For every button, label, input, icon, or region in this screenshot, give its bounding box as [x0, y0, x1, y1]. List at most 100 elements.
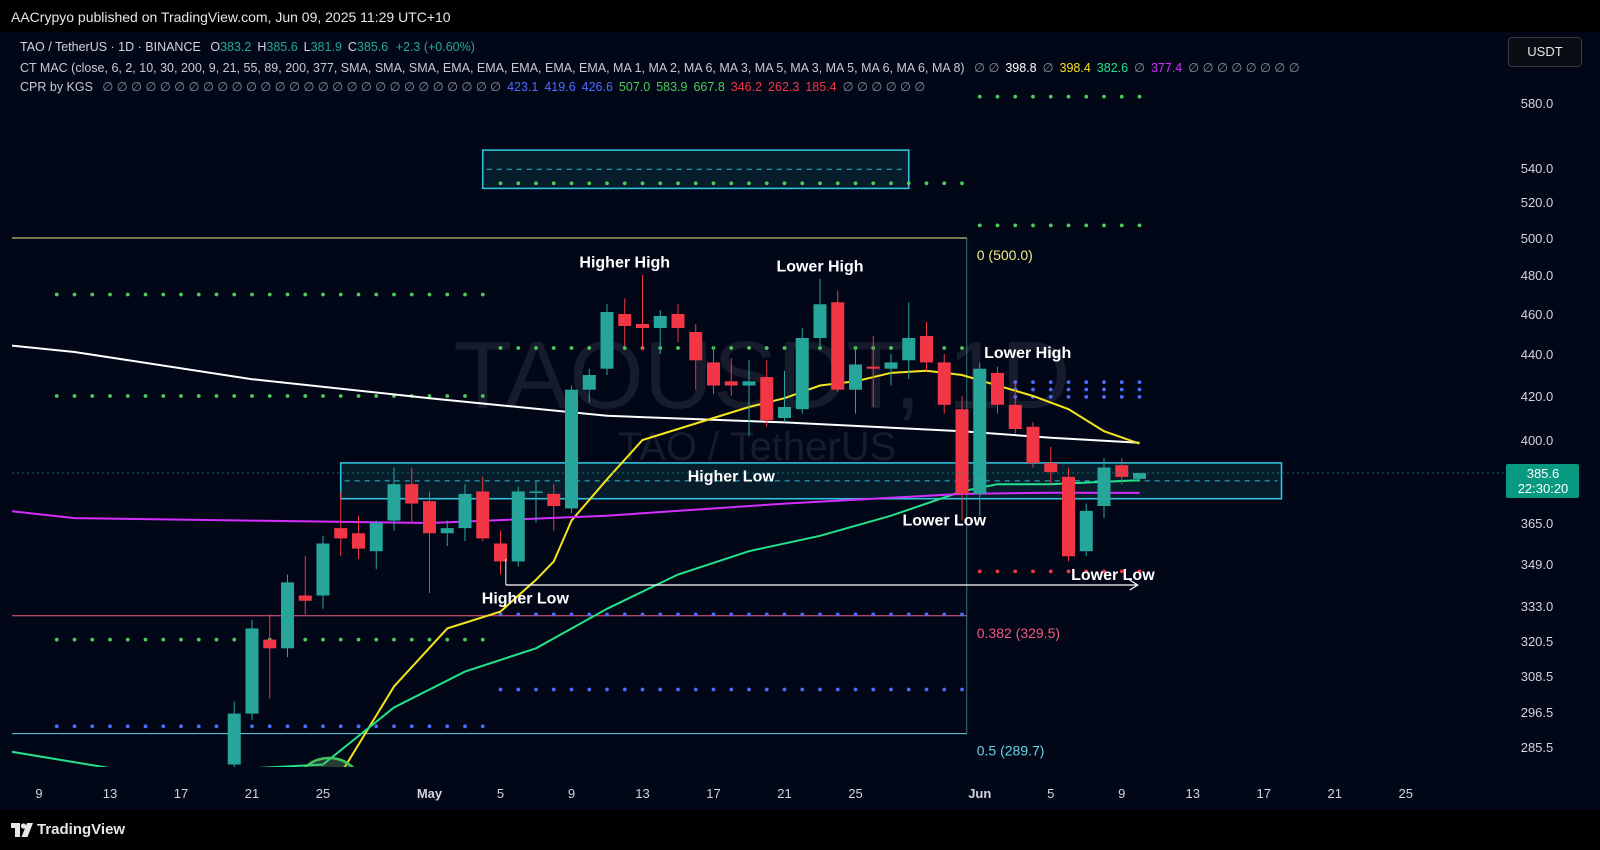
cpr-dot — [179, 292, 183, 297]
ohlc-key: H — [257, 40, 267, 54]
cpr-value: 426.6 — [581, 80, 613, 94]
y-tick-label: 460.0 — [1521, 307, 1554, 322]
x-tick-label: 13 — [1186, 786, 1200, 801]
cpr-dot — [1119, 569, 1124, 574]
cpr-dot — [1066, 569, 1071, 574]
cpr-dot — [889, 181, 893, 186]
candle-body — [263, 639, 277, 649]
cpr-dot — [818, 687, 822, 692]
x-tick-label: 25 — [1399, 786, 1413, 801]
cpr-value: 583.9 — [656, 80, 688, 94]
cpr-dot — [605, 181, 609, 186]
legend-cpr-values: ∅ ∅ ∅ ∅ ∅ ∅ ∅ ∅ ∅ ∅ ∅ ∅ ∅ ∅ ∅ ∅ ∅ ∅ ∅ ∅ … — [96, 80, 925, 94]
tradingview-brand: TradingView — [37, 821, 126, 838]
cpr-dot — [1031, 569, 1035, 574]
tradingview-icon — [11, 822, 33, 837]
cpr-dot — [764, 181, 769, 186]
cpr-dot — [1048, 394, 1053, 399]
candle-body — [689, 332, 703, 361]
cpr-dot — [587, 346, 592, 350]
candle-body — [565, 389, 578, 509]
cpr-dot — [924, 181, 929, 186]
tradingview-logo[interactable]: TradingView — [11, 821, 125, 838]
cpr-dot — [906, 687, 911, 692]
cpr-dot — [1137, 394, 1142, 399]
cpr-dot — [90, 724, 95, 729]
time-axis[interactable]: 9 13 17 21 25 May 5 9 13 17 21 25 Jun 5 9 13 17 21 25 — [35, 786, 1413, 801]
cpr-dot — [161, 292, 166, 297]
candle-body — [1079, 510, 1093, 552]
legend-cpr-row: CPR by KGS ∅ ∅ ∅ ∅ ∅ ∅ ∅ ∅ ∅ ∅ ∅ ∅ ∅ ∅ ∅… — [20, 79, 925, 94]
y-tick-label: 520.0 — [1521, 195, 1554, 210]
cpr-dot — [977, 94, 982, 99]
cpr-dot — [1048, 569, 1053, 574]
cpr-dot — [764, 612, 769, 617]
cpr-dot — [1084, 387, 1089, 392]
cpr-dot — [871, 687, 876, 692]
cpr-dot — [498, 612, 503, 617]
cpr-dot — [1102, 380, 1106, 385]
cpr-dot — [1031, 94, 1035, 99]
cpr-dot — [232, 292, 237, 297]
publisher-text: AACrypyo published on TradingView.com, J… — [11, 9, 451, 25]
candle-body — [778, 407, 791, 418]
cpr-dot — [551, 181, 556, 186]
cpr-dot — [427, 292, 432, 297]
currency-button[interactable]: USDT — [1508, 37, 1582, 67]
cpr-dot — [960, 346, 964, 350]
cpr-dot — [303, 292, 308, 297]
cpr-dot — [747, 612, 751, 617]
cpr-dot — [747, 181, 751, 186]
candle-body — [281, 582, 294, 649]
cpr-dot — [1066, 387, 1071, 392]
cpr-dot — [516, 687, 521, 692]
candle-body — [760, 377, 774, 421]
legend-symbol-row: TAO / TetherUS · 1D · BINANCE O383.2 H385… — [20, 40, 475, 54]
y-tick-label: 580.0 — [1521, 96, 1554, 111]
chart-area[interactable]: TAOUSDT, 1D TAO / TetherUS 0 (500.0) 0.38… — [0, 32, 1600, 810]
cpr-dot — [356, 394, 361, 398]
cpr-dot — [1066, 394, 1071, 399]
cpr-dot — [764, 346, 769, 350]
cpr-dot — [960, 612, 964, 617]
cpr-dot — [143, 724, 148, 729]
fib-label-0: 0 (500.0) — [977, 247, 1033, 263]
cpr-dot — [534, 687, 538, 692]
candle-body — [494, 543, 507, 562]
x-tick-label: May — [417, 786, 443, 801]
annotation-label: Lower Low — [1071, 567, 1155, 584]
cpr-dot — [321, 637, 325, 642]
cpr-dot — [534, 612, 538, 617]
x-tick-label: 21 — [777, 786, 791, 801]
mac-value: ∅ ∅ — [974, 61, 1000, 75]
cpr-dot — [374, 724, 379, 729]
cpr-dot — [196, 637, 201, 642]
cpr-dot — [818, 612, 822, 617]
ma-line-2 — [12, 479, 1140, 767]
candle-body — [920, 336, 933, 363]
cpr-dot — [480, 292, 485, 297]
cpr-dot — [942, 346, 947, 350]
cpr-dot — [214, 637, 219, 642]
candle-body — [795, 338, 809, 410]
cpr-dot — [889, 612, 893, 617]
annotation-label: Lower High — [984, 345, 1071, 362]
x-tick-label: 25 — [316, 786, 330, 801]
price-chart[interactable]: TAOUSDT, 1D TAO / TetherUS 0 (500.0)0.38… — [0, 32, 1600, 810]
cpr-dot — [498, 687, 503, 692]
ohlc-value: 385.6 — [266, 40, 298, 54]
cpr-dot — [729, 612, 734, 617]
price-axis[interactable]: 580.0 540.0 520.0 500.0 480.0 460.0 440.0 420.0… — [12, 96, 1579, 755]
candle-body — [1097, 467, 1111, 507]
ohlc-key: C — [347, 40, 357, 54]
candle-body — [813, 304, 827, 338]
last-price-tag — [1506, 464, 1579, 498]
x-tick-label: 5 — [497, 786, 504, 801]
cpr-dot — [729, 181, 734, 186]
cpr-dot — [889, 687, 893, 692]
cpr-dot — [1031, 387, 1035, 392]
candle-body — [1115, 465, 1129, 477]
cpr-dot — [392, 292, 396, 297]
candle-body — [724, 381, 738, 386]
ma-line-0 — [12, 344, 1140, 444]
